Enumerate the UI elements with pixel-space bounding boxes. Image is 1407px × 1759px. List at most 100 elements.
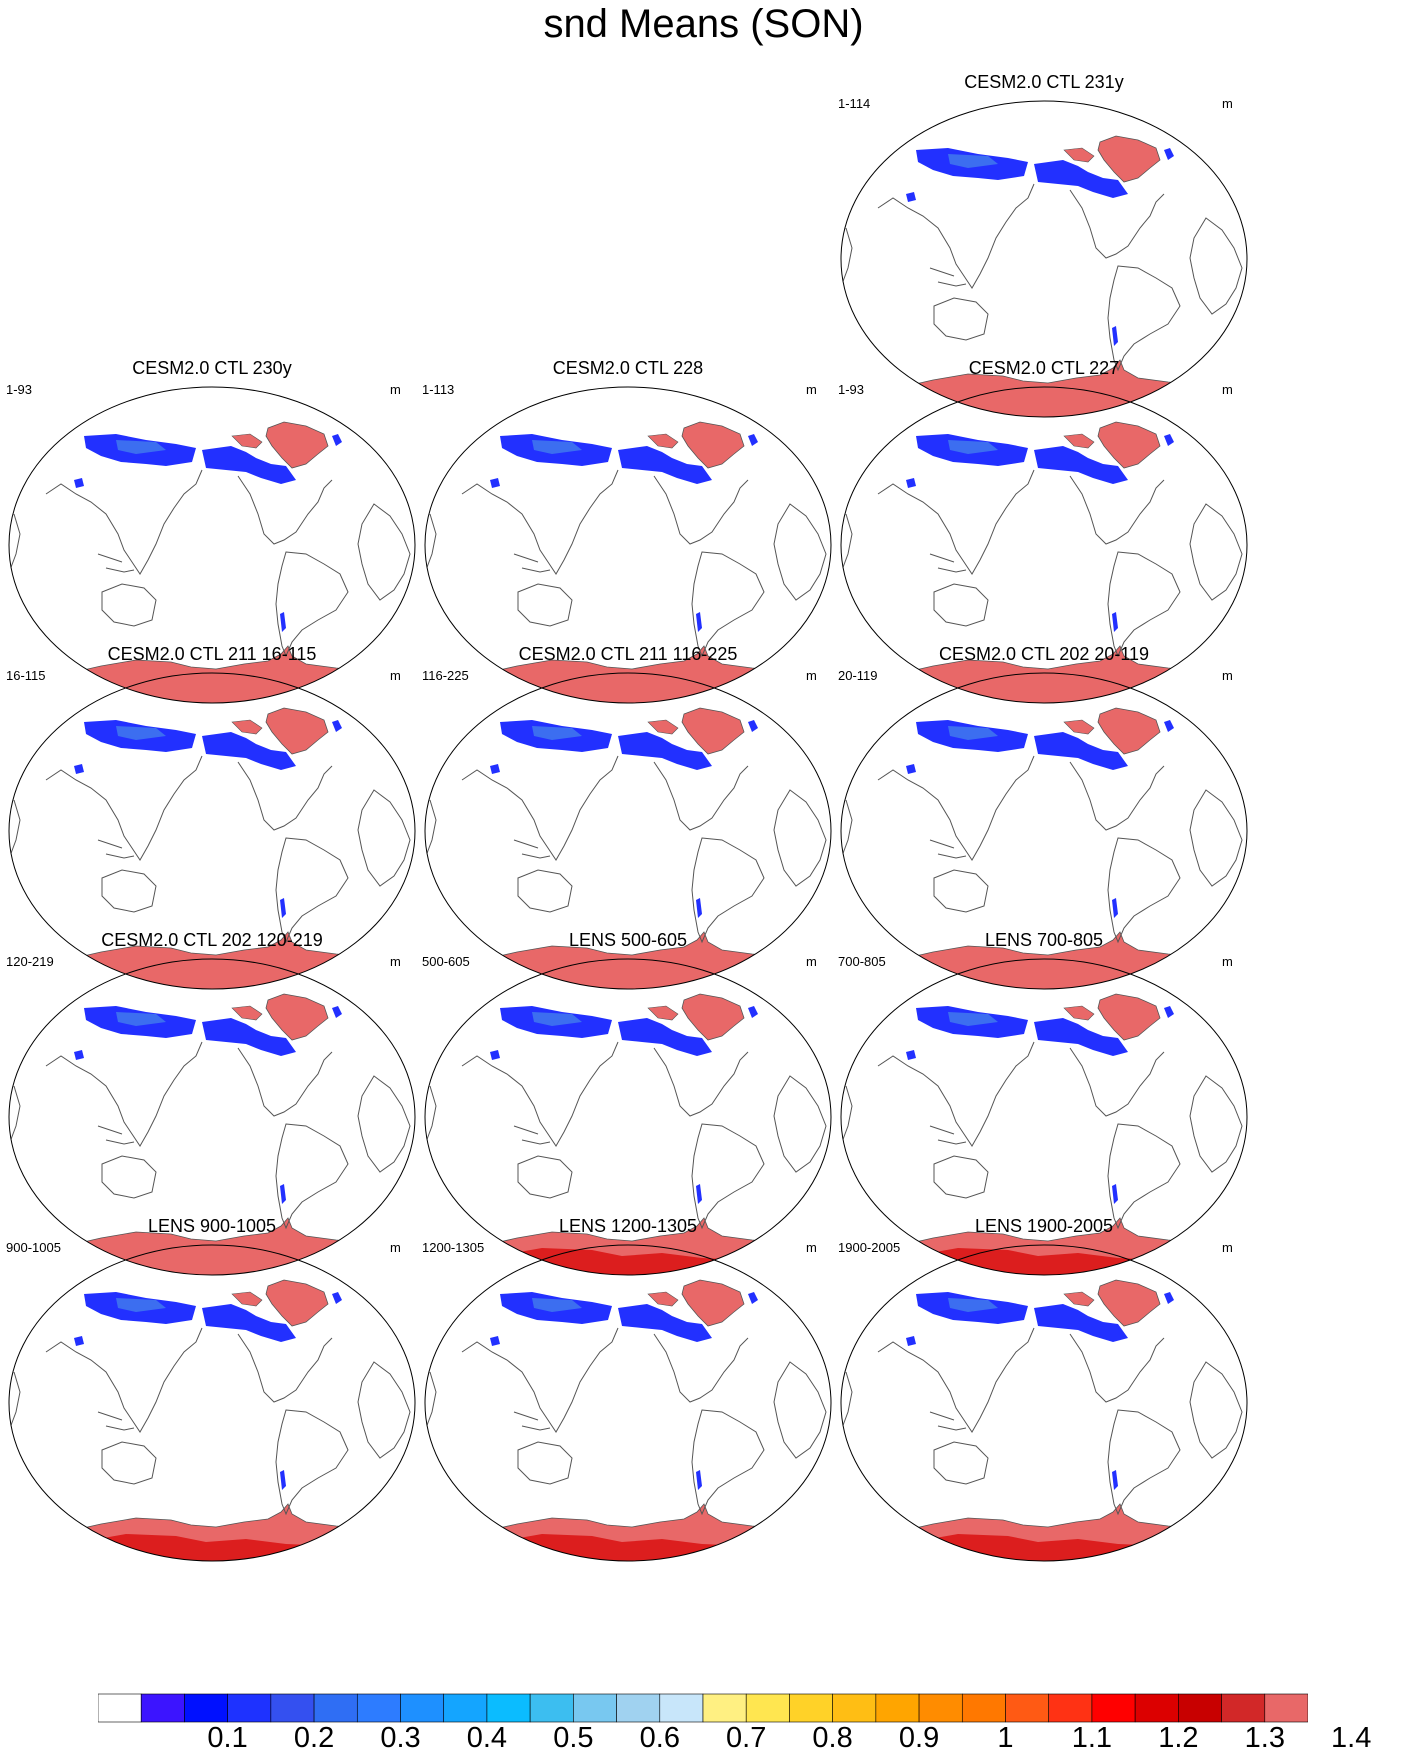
europe-africa-coastline [773, 503, 827, 601]
colorbar-tick-label: 0.5 [553, 1722, 594, 1754]
indonesia-coastline [97, 1411, 135, 1431]
africa-west-coastline [841, 227, 853, 285]
asia-coastline [877, 1041, 1035, 1147]
colorbar-tick-label: 0.8 [812, 1722, 853, 1754]
australia-coastline [933, 1441, 989, 1485]
andes-snow [1112, 898, 1118, 918]
panel-title: LENS 900-1005 [147, 1216, 277, 1236]
asia-coastline [45, 469, 203, 575]
greenland-region [681, 421, 745, 469]
map-panel: CESM2.0 CTL 202 120-219 120-219 m [6, 930, 464, 1276]
eurasia-snow-mid [532, 440, 582, 454]
scandinavia-snow [748, 720, 758, 732]
eurasia-snow-mid [948, 154, 998, 168]
panel-title: LENS 1200-1305 [558, 1216, 698, 1236]
arctic-islands [231, 433, 263, 449]
africa-west-coastline [425, 513, 437, 571]
north-america-coastline [237, 1047, 333, 1117]
world-map [840, 1244, 1248, 1562]
panel-period-label: 1-114 [838, 96, 871, 111]
arctic-islands [1063, 433, 1095, 449]
europe-africa-coastline [773, 789, 827, 887]
north-america-coastline [1069, 1333, 1165, 1403]
map-frame [8, 672, 416, 990]
south-america-coastline [691, 551, 765, 658]
south-america-coastline [275, 1409, 349, 1516]
tibet-snow [906, 192, 916, 202]
south-america-coastline [1107, 551, 1181, 658]
panel-units-label: m [390, 954, 401, 969]
colorbar-swatch [659, 1693, 704, 1723]
panel-period-label: 120-219 [6, 954, 54, 969]
australia-coastline [933, 583, 989, 627]
andes-snow [1112, 1184, 1118, 1204]
eurasia-snow-mid [948, 1012, 998, 1026]
map-panel: CESM2.0 CTL 211 16-115 16-115 m [6, 644, 464, 990]
australia-coastline [933, 1155, 989, 1199]
eurasia-snow-mid [532, 726, 582, 740]
arctic-islands [1063, 147, 1095, 163]
colorbar-swatch [745, 1693, 790, 1723]
arctic-islands [231, 1005, 263, 1021]
scandinavia-snow [332, 434, 342, 446]
panel-units-label: m [390, 668, 401, 683]
map-panel: CESM2.0 CTL 230y 1-93 m [6, 358, 464, 704]
tibet-snow [906, 1336, 916, 1346]
andes-snow [1112, 326, 1118, 346]
map-frame [8, 958, 416, 1276]
arctic-islands [1063, 1291, 1095, 1307]
colorbar-tick-label: 1 [997, 1722, 1014, 1754]
colorbar-swatch [486, 1693, 531, 1723]
africa-west-coastline [9, 1085, 21, 1143]
australia-coastline [517, 583, 573, 627]
eurasia-snow-mid [948, 440, 998, 454]
south-america-coastline [691, 837, 765, 944]
colorbar-swatch [443, 1693, 488, 1723]
panel-title: CESM2.0 CTL 227 [968, 358, 1120, 378]
africa-west-coastline [841, 1371, 853, 1429]
andes-snow [280, 1184, 286, 1204]
panel-period-label: 116-225 [422, 668, 469, 683]
colorbar-swatch [529, 1693, 574, 1723]
colorbar-swatch [1221, 1693, 1266, 1723]
panel-title: LENS 1900-2005 [974, 1216, 1114, 1236]
figure-title: snd Means (SON) [543, 2, 864, 46]
map-panel: CESM2.0 CTL 227 1-93 m [838, 358, 1296, 704]
australia-coastline [933, 869, 989, 913]
asia-coastline [877, 469, 1035, 575]
panel-title: CESM2.0 CTL 228 [552, 358, 704, 378]
south-america-coastline [1107, 1123, 1181, 1230]
colorbar-swatch [616, 1693, 661, 1723]
north-america-snow-cover [1034, 1018, 1128, 1056]
panel-units-label: m [390, 382, 401, 397]
colorbar-tick-label: 0.1 [207, 1722, 248, 1754]
south-america-coastline [1107, 837, 1181, 944]
indonesia-coastline [513, 553, 551, 573]
north-america-coastline [237, 761, 333, 831]
panel-period-label: 1-93 [6, 382, 33, 397]
tibet-snow [74, 764, 84, 774]
andes-snow [1112, 612, 1118, 632]
map-panel: LENS 1900-2005 1900-2005 m [838, 1216, 1296, 1562]
asia-coastline [877, 1327, 1035, 1433]
australia-coastline [517, 1441, 573, 1485]
world-map [840, 386, 1248, 704]
africa-west-coastline [425, 799, 437, 857]
indonesia-coastline [97, 553, 135, 573]
scandinavia-snow [748, 1292, 758, 1304]
andes-snow [696, 898, 702, 918]
north-america-snow-cover [1034, 732, 1128, 770]
asia-coastline [877, 755, 1035, 861]
panel-units-label: m [806, 1240, 817, 1255]
indonesia-coastline [929, 553, 967, 573]
greenland-region [1097, 1279, 1161, 1327]
north-america-snow-cover [202, 446, 296, 484]
eurasia-snow-mid [532, 1298, 582, 1312]
panel-title: CESM2.0 CTL 230y [132, 358, 292, 378]
scandinavia-snow [1164, 720, 1174, 732]
world-map [8, 958, 416, 1276]
panel-title: LENS 700-805 [984, 930, 1104, 950]
south-america-coastline [691, 1409, 765, 1516]
panel-title: CESM2.0 CTL 211 16-115 [107, 644, 317, 664]
europe-africa-coastline [357, 503, 411, 601]
